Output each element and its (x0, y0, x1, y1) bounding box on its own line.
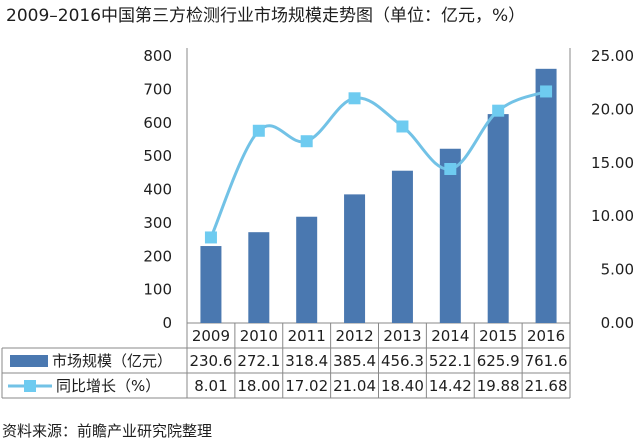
category-label-2015: 2015 (479, 327, 517, 345)
bar-value-2013: 456.3 (381, 352, 424, 370)
right-axis-tick-label: 15.00 (591, 154, 634, 172)
category-label-2013: 2013 (383, 327, 421, 345)
growth-marker-2011 (300, 135, 313, 148)
bar-value-2014: 522.1 (429, 352, 472, 370)
category-label-2010: 2010 (240, 327, 278, 345)
legend-line-marker (24, 380, 36, 392)
left-axis-tick-label: 0 (162, 314, 172, 332)
right-axis-tick-label: 5.00 (601, 261, 634, 279)
bars (200, 68, 557, 324)
bar-2014 (439, 148, 461, 323)
growth-marker-2015 (492, 104, 505, 117)
legend-bar-key (10, 355, 48, 367)
growth-value-2014: 14.42 (429, 377, 472, 395)
source-note: 资料来源：前瞻产业研究院整理 (2, 422, 213, 440)
left-axis-tick-label: 100 (143, 281, 172, 299)
growth-marker-2013 (396, 120, 409, 133)
chart-title: 2009–2016中国第三方检测行业市场规模走势图（单位：亿元，%） (6, 6, 526, 26)
growth-value-2016: 21.68 (525, 377, 568, 395)
growth-value-2011: 17.02 (285, 377, 328, 395)
bar-2016 (535, 68, 557, 323)
growth-value-2013: 18.40 (381, 377, 424, 395)
growth-marker-2014 (444, 162, 457, 175)
left-axis-tick-label: 500 (143, 147, 172, 165)
right-axis-tick-label: 20.00 (591, 100, 634, 118)
growth-value-2012: 21.04 (333, 377, 376, 395)
left-axis-tick-label: 200 (143, 247, 172, 265)
bar-value-2012: 385.4 (333, 352, 376, 370)
bar-value-2016: 761.6 (525, 352, 568, 370)
bar-value-2010: 272.1 (237, 352, 280, 370)
axes: 0 100 200 300 400 500 600 700 800 0.00 5.00 10.00 15… (143, 47, 634, 398)
category-label-2014: 2014 (431, 327, 469, 345)
category-label-2016: 2016 (527, 327, 565, 345)
growth-value-2009: 8.01 (194, 377, 227, 395)
left-axis-tick-label: 700 (143, 80, 172, 98)
growth-value-2010: 18.00 (237, 377, 280, 395)
right-axis-tick-label: 0.00 (601, 314, 634, 332)
bar-2012 (344, 194, 366, 323)
bar-value-2011: 318.4 (285, 352, 328, 370)
bar-2010 (248, 232, 270, 323)
bar-2015 (487, 114, 509, 324)
left-axis-tick-label: 600 (143, 114, 172, 132)
growth-line (204, 85, 553, 244)
bar-2009 (200, 246, 222, 323)
bar-2011 (296, 216, 318, 323)
right-axis-tick-label: 25.00 (591, 47, 634, 65)
category-label-2011: 2011 (288, 327, 326, 345)
bar-value-2009: 230.6 (189, 352, 232, 370)
growth-marker-2012 (348, 92, 361, 105)
bar-2013 (391, 170, 413, 323)
bar-value-2015: 625.9 (477, 352, 520, 370)
growth-marker-2016 (540, 85, 553, 98)
growth-value-2015: 19.88 (477, 377, 520, 395)
legend-bar-label: 市场规模（亿元） (52, 352, 172, 370)
growth-marker-2009 (204, 231, 217, 244)
growth-marker-2010 (252, 124, 265, 137)
category-label-2009: 2009 (192, 327, 230, 345)
legend-line-label: 同比增长（%） (56, 377, 160, 395)
left-axis-tick-label: 400 (143, 181, 172, 199)
left-axis-tick-label: 800 (143, 47, 172, 65)
data-table: 2009 2010 2011 2012 2013 2014 2015 2016 230.6 272… (1, 323, 570, 399)
left-axis-tick-label: 300 (143, 214, 172, 232)
right-axis-tick-label: 10.00 (591, 207, 634, 225)
category-label-2012: 2012 (335, 327, 373, 345)
